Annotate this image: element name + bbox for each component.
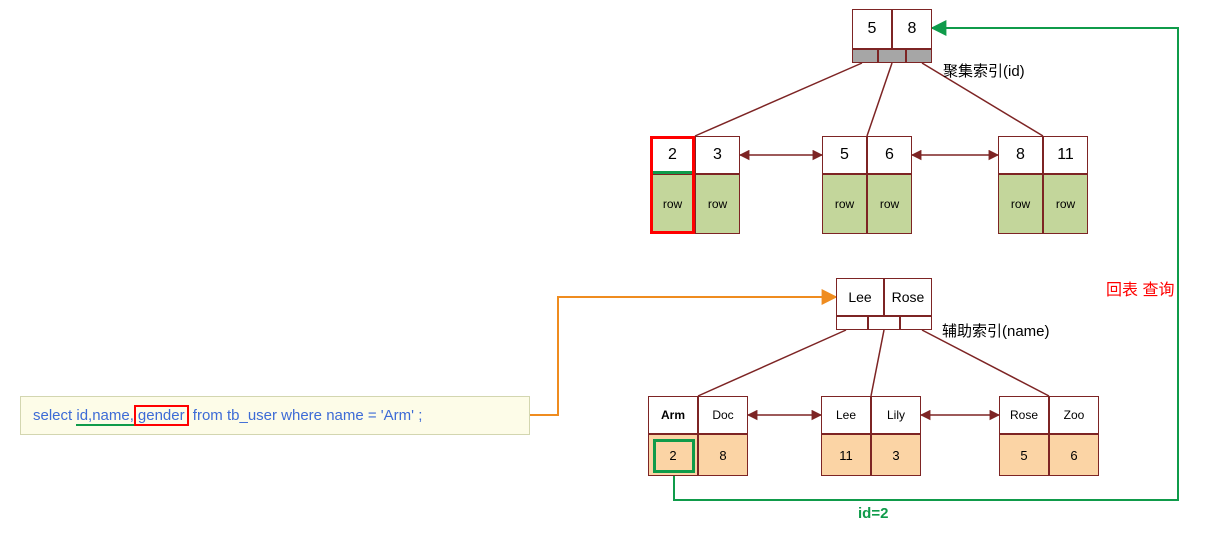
secondary-leaf-1-id-1: 3 xyxy=(871,434,921,476)
clustered-leaf-1-key-1: 6 xyxy=(867,136,912,174)
clustered-leaf-2: 8 11 row row xyxy=(998,136,1088,234)
clustered-leaf-0-row-1: row xyxy=(695,174,740,234)
secondary-root-key-0: Lee xyxy=(836,278,884,316)
clustered-leaf-0-key-1: 3 xyxy=(695,136,740,174)
sql-from: from xyxy=(193,407,223,424)
secondary-leaf-2-key-1: Zoo xyxy=(1049,396,1099,434)
secondary-leaf-1: Lee Lily 11 3 xyxy=(821,396,921,476)
clustered-leaf-1-row-0: row xyxy=(822,174,867,234)
clustered-leaf-2-row-0: row xyxy=(998,174,1043,234)
secondary-leaf-0-key-0: Arm xyxy=(648,396,698,434)
clustered-leaf-1-key-0: 5 xyxy=(822,136,867,174)
secondary-leaf-2-id-0: 5 xyxy=(999,434,1049,476)
clustered-root-key-0: 5 xyxy=(852,9,892,49)
clustered-leaf-2-row-1: row xyxy=(1043,174,1088,234)
secondary-leaf-2: Rose Zoo 5 6 xyxy=(999,396,1099,476)
secondary-leaf-0-key-1: Doc xyxy=(698,396,748,434)
secondary-leaf-0: Arm Doc 2 8 xyxy=(648,396,748,476)
sql-select: select xyxy=(33,407,72,424)
clustered-index-label: 聚集索引(id) xyxy=(943,60,1025,81)
secondary-leaf-0-id-1: 8 xyxy=(698,434,748,476)
secondary-index-label: 辅助索引(name) xyxy=(942,320,1050,341)
clustered-leaf-2-key-1: 11 xyxy=(1043,136,1088,174)
secondary-leaf-1-key-0: Lee xyxy=(821,396,871,434)
secondary-leaf-2-key-0: Rose xyxy=(999,396,1049,434)
clustered-root-key-1: 8 xyxy=(892,9,932,49)
clustered-leaf-0: 2 3 row row xyxy=(650,136,740,234)
clustered-leaf-1-row-1: row xyxy=(867,174,912,234)
secondary-leaf-0-id-0: 2 xyxy=(648,434,698,476)
back-query-label: 回表 查询 xyxy=(1106,276,1174,300)
result-label: id=2 xyxy=(858,505,888,522)
sql-col-boxed: gender xyxy=(134,405,189,426)
clustered-leaf-1: 5 6 row row xyxy=(822,136,912,234)
secondary-root: Lee Rose xyxy=(836,278,932,330)
sql-rest: tb_user where name = 'Arm' ; xyxy=(227,407,422,424)
secondary-leaf-0-id-0-hl xyxy=(653,439,695,473)
clustered-root: 5 8 xyxy=(852,9,932,63)
secondary-root-key-1: Rose xyxy=(884,278,932,316)
clustered-leaf-0-key-0: 2 xyxy=(650,136,695,174)
sql-cols-underlined: id,name, xyxy=(76,407,134,426)
clustered-leaf-2-key-0: 8 xyxy=(998,136,1043,174)
secondary-leaf-1-key-1: Lily xyxy=(871,396,921,434)
clustered-leaf-0-row-0: row xyxy=(650,174,695,234)
sql-box: select id,name,gender from tb_user where… xyxy=(20,396,530,435)
secondary-leaf-1-id-0: 11 xyxy=(821,434,871,476)
secondary-leaf-2-id-1: 6 xyxy=(1049,434,1099,476)
